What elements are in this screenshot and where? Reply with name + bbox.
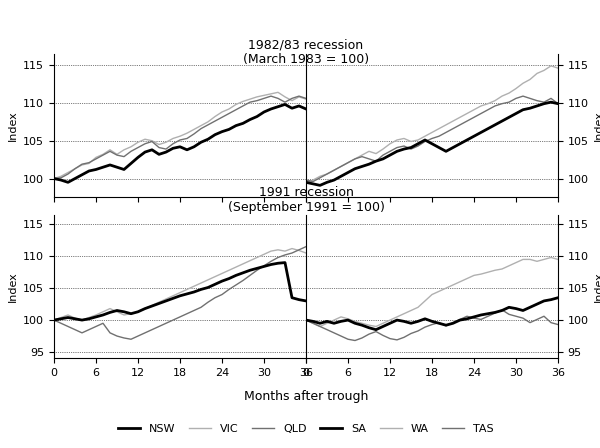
Text: 1991 recession
(September 1991 = 100): 1991 recession (September 1991 = 100) [227,186,385,214]
Legend: NSW, VIC, QLD, SA, WA, TAS: NSW, VIC, QLD, SA, WA, TAS [114,419,498,438]
Y-axis label: Index: Index [594,110,600,141]
Y-axis label: Index: Index [594,271,600,302]
Y-axis label: Index: Index [8,271,18,302]
Text: Months after trough: Months after trough [244,390,368,403]
Text: 1982/83 recession
(March 1983 = 100): 1982/83 recession (March 1983 = 100) [243,38,369,66]
Y-axis label: Index: Index [8,110,18,141]
